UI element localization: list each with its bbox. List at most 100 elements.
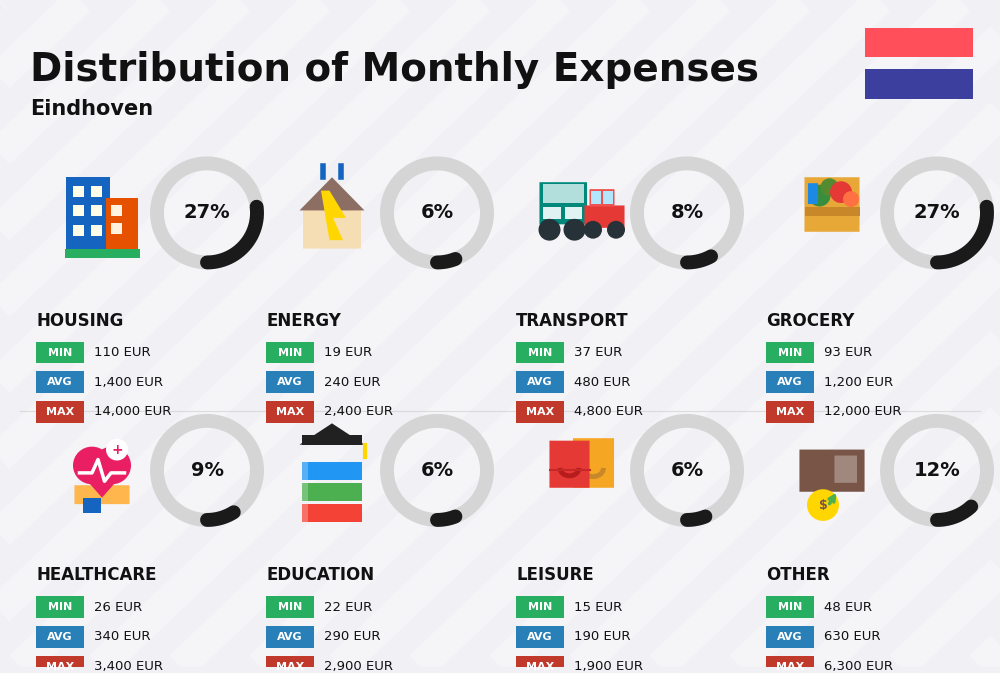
Text: AVG: AVG (527, 378, 553, 387)
FancyBboxPatch shape (302, 483, 362, 501)
FancyBboxPatch shape (111, 223, 122, 234)
Text: +: + (111, 443, 123, 456)
Text: 2,400 EUR: 2,400 EUR (324, 405, 393, 419)
Text: 26 EUR: 26 EUR (94, 600, 142, 614)
Text: 93 EUR: 93 EUR (824, 346, 872, 359)
Text: LEISURE: LEISURE (516, 567, 594, 584)
FancyBboxPatch shape (36, 401, 84, 423)
Text: 110 EUR: 110 EUR (94, 346, 151, 359)
FancyBboxPatch shape (516, 371, 564, 393)
FancyBboxPatch shape (36, 342, 84, 363)
Text: MIN: MIN (528, 347, 552, 357)
FancyBboxPatch shape (516, 626, 564, 647)
Text: 12,000 EUR: 12,000 EUR (824, 405, 902, 419)
Text: $: $ (819, 499, 827, 511)
FancyBboxPatch shape (90, 225, 102, 236)
Text: 37 EUR: 37 EUR (574, 346, 622, 359)
Text: MAX: MAX (276, 407, 304, 417)
FancyBboxPatch shape (64, 248, 140, 258)
Text: 12%: 12% (914, 461, 960, 480)
Circle shape (843, 191, 859, 207)
Text: 290 EUR: 290 EUR (324, 631, 380, 643)
Text: AVG: AVG (527, 632, 553, 642)
Text: MIN: MIN (778, 347, 802, 357)
FancyBboxPatch shape (804, 177, 860, 232)
FancyBboxPatch shape (90, 186, 102, 197)
FancyBboxPatch shape (799, 450, 865, 492)
FancyBboxPatch shape (591, 191, 601, 204)
FancyBboxPatch shape (834, 456, 857, 483)
Circle shape (93, 447, 131, 485)
Text: OTHER: OTHER (766, 567, 830, 584)
Text: 4,800 EUR: 4,800 EUR (574, 405, 643, 419)
FancyBboxPatch shape (516, 656, 564, 673)
FancyBboxPatch shape (36, 371, 84, 393)
Circle shape (73, 447, 111, 485)
Circle shape (538, 219, 560, 241)
FancyBboxPatch shape (516, 342, 564, 363)
FancyBboxPatch shape (549, 441, 590, 488)
Polygon shape (74, 466, 130, 497)
Polygon shape (321, 190, 346, 240)
Text: 630 EUR: 630 EUR (824, 631, 881, 643)
FancyBboxPatch shape (73, 225, 84, 236)
Text: 14,000 EUR: 14,000 EUR (94, 405, 171, 419)
FancyBboxPatch shape (36, 656, 84, 673)
Text: MAX: MAX (776, 662, 804, 672)
Text: 6,300 EUR: 6,300 EUR (824, 660, 893, 673)
Text: 3,400 EUR: 3,400 EUR (94, 660, 163, 673)
FancyBboxPatch shape (573, 438, 614, 488)
FancyBboxPatch shape (865, 69, 973, 99)
FancyBboxPatch shape (766, 626, 814, 647)
FancyBboxPatch shape (808, 183, 818, 204)
FancyBboxPatch shape (266, 371, 314, 393)
FancyBboxPatch shape (543, 184, 584, 203)
Text: MAX: MAX (46, 662, 74, 672)
FancyBboxPatch shape (766, 656, 814, 673)
FancyBboxPatch shape (584, 205, 625, 227)
Text: 1,400 EUR: 1,400 EUR (94, 376, 163, 389)
FancyBboxPatch shape (516, 401, 564, 423)
FancyBboxPatch shape (73, 205, 84, 217)
FancyBboxPatch shape (589, 189, 615, 207)
FancyBboxPatch shape (766, 371, 814, 393)
Text: MIN: MIN (48, 347, 72, 357)
Text: 480 EUR: 480 EUR (574, 376, 630, 389)
Text: 15 EUR: 15 EUR (574, 600, 622, 614)
Text: MAX: MAX (776, 407, 804, 417)
Text: ENERGY: ENERGY (266, 312, 341, 330)
FancyBboxPatch shape (266, 401, 314, 423)
FancyBboxPatch shape (266, 626, 314, 647)
Text: AVG: AVG (47, 632, 73, 642)
Circle shape (106, 439, 128, 460)
Circle shape (584, 221, 602, 239)
Text: Eindhoven: Eindhoven (30, 99, 153, 119)
Text: 19 EUR: 19 EUR (324, 346, 372, 359)
FancyBboxPatch shape (106, 198, 138, 248)
Text: 240 EUR: 240 EUR (324, 376, 380, 389)
Text: 6%: 6% (670, 461, 704, 480)
FancyBboxPatch shape (516, 596, 564, 618)
Text: 6%: 6% (420, 461, 454, 480)
Text: MIN: MIN (778, 602, 802, 612)
Text: 340 EUR: 340 EUR (94, 631, 150, 643)
Text: MIN: MIN (278, 602, 302, 612)
Polygon shape (300, 423, 364, 445)
Text: 22 EUR: 22 EUR (324, 600, 372, 614)
Text: MIN: MIN (528, 602, 552, 612)
Polygon shape (300, 177, 364, 211)
Text: TRANSPORT: TRANSPORT (516, 312, 629, 330)
Text: 2,900 EUR: 2,900 EUR (324, 660, 393, 673)
FancyBboxPatch shape (83, 497, 100, 513)
Text: 27%: 27% (914, 203, 960, 222)
Text: 48 EUR: 48 EUR (824, 600, 872, 614)
Text: AVG: AVG (47, 378, 73, 387)
Text: Distribution of Monthly Expenses: Distribution of Monthly Expenses (30, 52, 759, 90)
Text: HEALTHCARE: HEALTHCARE (36, 567, 156, 584)
FancyBboxPatch shape (766, 596, 814, 618)
Text: MAX: MAX (526, 662, 554, 672)
Text: AVG: AVG (277, 632, 303, 642)
FancyBboxPatch shape (74, 485, 130, 504)
FancyBboxPatch shape (266, 656, 314, 673)
FancyBboxPatch shape (73, 186, 84, 197)
